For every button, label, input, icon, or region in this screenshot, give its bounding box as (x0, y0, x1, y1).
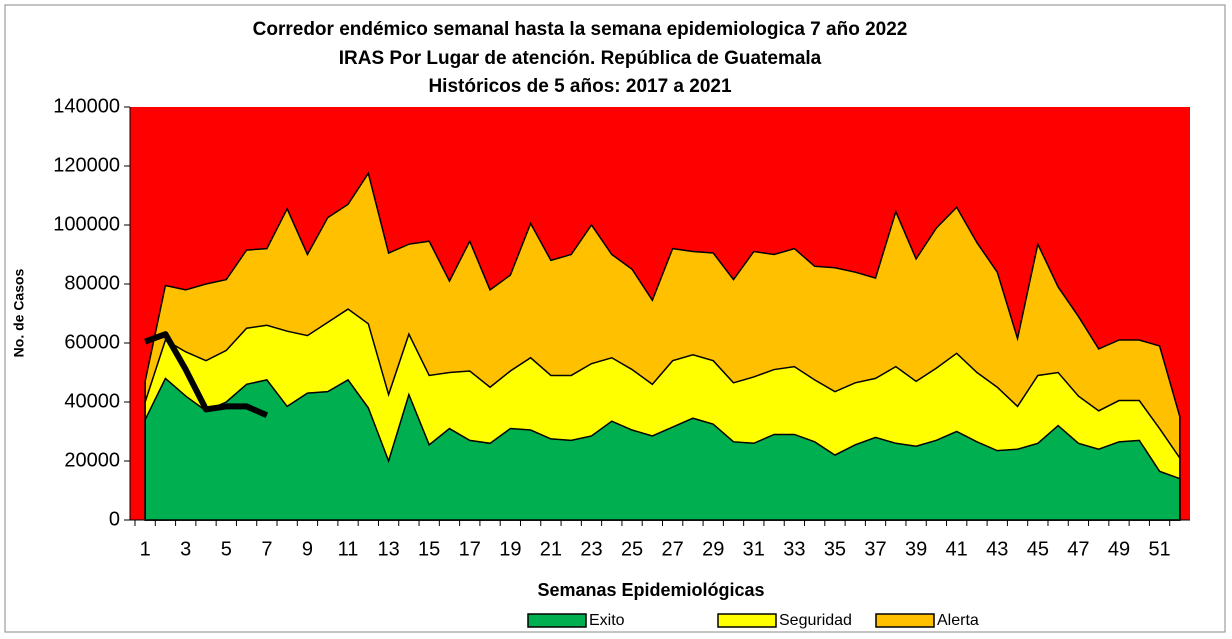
x-tick-label: 47 (1067, 538, 1089, 560)
x-tick-label: 31 (743, 538, 765, 560)
x-tick-label: 43 (986, 538, 1008, 560)
x-tick-label: 49 (1108, 538, 1130, 560)
y-axis-label: No. de Casos (11, 268, 27, 357)
x-tick-label: 37 (864, 538, 886, 560)
chart-title: Históricos de 5 años: 2017 a 2021 (428, 76, 732, 97)
legend-label: Seguridad (779, 612, 852, 629)
legend-swatch (875, 613, 935, 628)
x-tick-label: 27 (662, 538, 684, 560)
legend-swatch (527, 613, 587, 628)
x-tick-label: 21 (540, 538, 562, 560)
chart-title: Corredor endémico semanal hasta la seman… (253, 19, 908, 40)
chart-title: IRAS Por Lugar de atención. República de… (339, 48, 822, 69)
x-tick-label: 5 (221, 538, 232, 560)
x-tick-label: 45 (1027, 538, 1049, 560)
x-tick-label: 9 (302, 538, 313, 560)
x-tick-label: 11 (338, 538, 359, 560)
x-tick-label: 19 (499, 538, 521, 560)
current-line (144, 331, 269, 419)
area (144, 377, 1181, 521)
legend-label: Exito (589, 612, 625, 629)
y-tick-label: 140000 (53, 95, 120, 117)
plot-area (124, 106, 1190, 526)
legend-swatch (717, 613, 777, 628)
x-tick-label: 35 (824, 538, 846, 560)
x-axis-label: Semanas Epidemiológicas (537, 580, 764, 600)
x-tick-label: 13 (377, 538, 399, 560)
y-tick-label: 60000 (64, 331, 120, 353)
y-tick-label: 120000 (53, 154, 120, 176)
x-tick-label: 3 (180, 538, 191, 560)
x-tick-label: 39 (905, 538, 927, 560)
x-tick-label: 1 (140, 538, 151, 560)
x-tick-label: 7 (261, 538, 272, 560)
y-tick-label: 20000 (64, 449, 120, 471)
y-tick-label: 40000 (64, 390, 120, 412)
x-tick-label: 51 (1148, 538, 1170, 560)
x-tick-label: 23 (580, 538, 602, 560)
x-tick-label: 41 (946, 538, 968, 560)
x-tick-label: 33 (783, 538, 805, 560)
x-tick-label: 25 (621, 538, 643, 560)
x-tick-label: 15 (418, 538, 440, 560)
y-tick-label: 80000 (64, 272, 120, 294)
y-tick-label: 100000 (53, 213, 120, 235)
x-tick-label: 29 (702, 538, 724, 560)
y-tick-label: 0 (109, 508, 120, 530)
legend-label: Alerta (937, 612, 979, 629)
x-tick-label: 17 (459, 538, 481, 560)
